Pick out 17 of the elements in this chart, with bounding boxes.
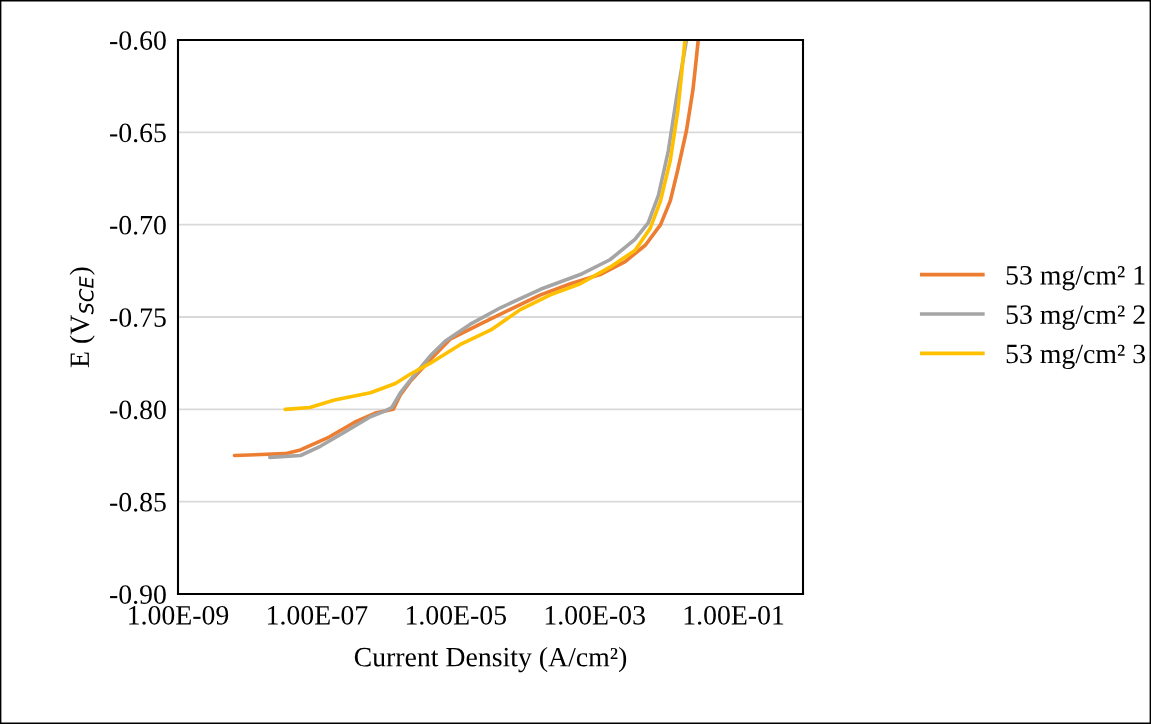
y-tick-label: -0.65 — [110, 123, 166, 143]
legend-label: 53 mg/cm² 1 — [1006, 266, 1145, 291]
y-axis-title: E (V$_{SCE}$) — [69, 267, 95, 368]
y-tick-label: -0.80 — [110, 400, 166, 420]
y-tick-label: -0.75 — [110, 308, 166, 328]
x-axis-title: Current Density (A/cm²) — [354, 646, 627, 673]
x-tick-label: 1.00E-01 — [684, 605, 784, 625]
y-tick-label: -0.85 — [110, 492, 166, 512]
x-tick-label: 1.00E-07 — [268, 605, 368, 625]
x-tick-label: 1.00E-09 — [129, 605, 229, 625]
legend-label: 53 mg/cm² 3 — [1006, 344, 1146, 370]
x-tick-label: 1.00E-03 — [545, 605, 645, 625]
y-tick-label: -0.70 — [110, 215, 166, 235]
x-tick-label: 1.00E-05 — [406, 605, 506, 625]
legend-label: 53 mg/cm² 2 — [1006, 305, 1145, 330]
y-tick-label: -0.60 — [110, 31, 166, 51]
y-tick-label: -0.90 — [110, 585, 166, 605]
